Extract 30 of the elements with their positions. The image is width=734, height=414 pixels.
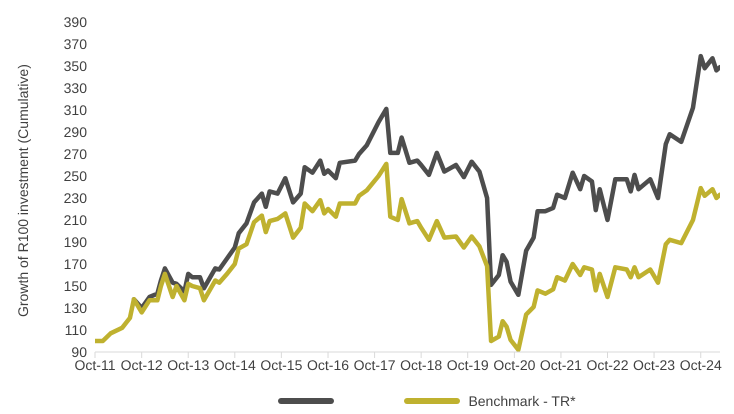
y-tick-label: 210 bbox=[64, 212, 88, 228]
y-tick-label: 130 bbox=[64, 300, 88, 316]
x-tick-label: Oct-21 bbox=[540, 356, 582, 373]
y-tick-label: 230 bbox=[64, 190, 88, 206]
x-tick-label: Oct-23 bbox=[633, 356, 676, 373]
x-tick-label: Oct-18 bbox=[400, 356, 442, 373]
x-tick-label: Oct-19 bbox=[446, 356, 489, 373]
x-tick-label: Oct-17 bbox=[354, 356, 396, 373]
y-tick-label: 270 bbox=[64, 146, 88, 162]
y-tick-label: 150 bbox=[64, 278, 88, 294]
x-tick-label: Oct-12 bbox=[120, 356, 163, 373]
y-tick-label: 310 bbox=[64, 102, 88, 118]
y-tick-label: 330 bbox=[64, 80, 88, 96]
x-tick-label: Oct-20 bbox=[493, 356, 536, 373]
y-tick-label: 170 bbox=[64, 256, 88, 272]
x-tick-label: Oct-13 bbox=[167, 356, 210, 373]
y-tick-label: 110 bbox=[64, 322, 88, 338]
x-tick-label: Oct-15 bbox=[260, 356, 303, 373]
x-tick-label: Oct-24 bbox=[680, 356, 722, 373]
y-tick-label: 290 bbox=[64, 124, 88, 140]
y-tick-label: 250 bbox=[64, 168, 88, 184]
y-tick-label: 190 bbox=[64, 234, 88, 250]
y-axis-title: Growth of R100 investment (Cumulative) bbox=[14, 64, 31, 317]
x-tick-label: Oct-14 bbox=[214, 356, 256, 373]
y-tick-label: 390 bbox=[64, 14, 88, 30]
y-tick-label: 370 bbox=[64, 36, 88, 52]
x-tick-label: Oct-22 bbox=[586, 356, 629, 373]
x-tick-label: Oct-16 bbox=[307, 356, 350, 373]
y-tick-label: 350 bbox=[64, 58, 88, 74]
legend-label: Benchmark - TR* bbox=[468, 393, 576, 409]
